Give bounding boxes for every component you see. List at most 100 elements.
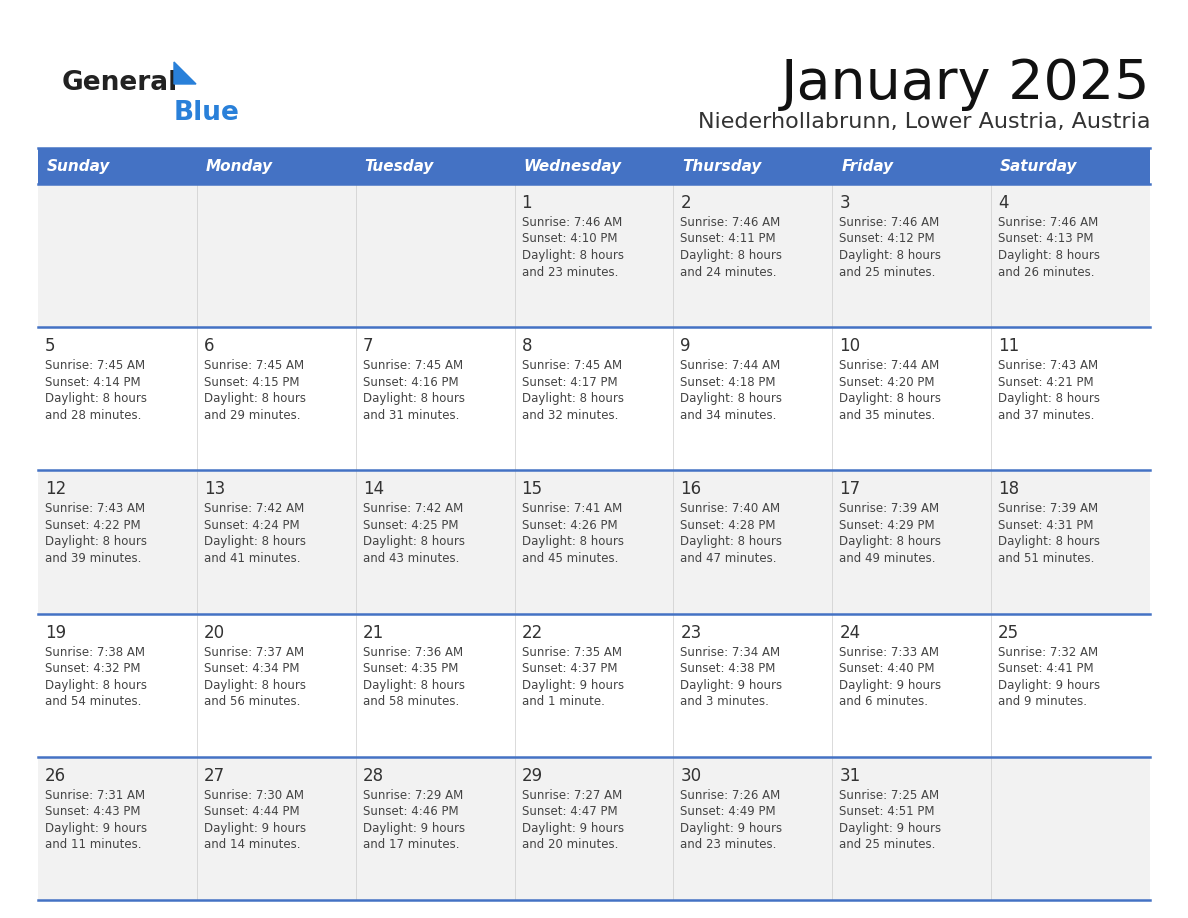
Text: Sunset: 4:16 PM: Sunset: 4:16 PM <box>362 375 459 388</box>
Text: Sunrise: 7:40 AM: Sunrise: 7:40 AM <box>681 502 781 515</box>
Text: Daylight: 8 hours: Daylight: 8 hours <box>681 249 783 262</box>
Text: Sunset: 4:10 PM: Sunset: 4:10 PM <box>522 232 617 245</box>
Bar <box>833 184 991 327</box>
Text: 29: 29 <box>522 767 543 785</box>
Text: Sunset: 4:32 PM: Sunset: 4:32 PM <box>45 662 140 675</box>
Text: Daylight: 9 hours: Daylight: 9 hours <box>204 822 307 834</box>
Text: Daylight: 8 hours: Daylight: 8 hours <box>204 392 305 405</box>
Text: Sunrise: 7:45 AM: Sunrise: 7:45 AM <box>362 359 463 372</box>
Text: Wednesday: Wednesday <box>524 159 621 174</box>
Bar <box>38 470 197 613</box>
Text: Sunset: 4:24 PM: Sunset: 4:24 PM <box>204 519 299 532</box>
Text: Daylight: 8 hours: Daylight: 8 hours <box>362 535 465 548</box>
Text: and 6 minutes.: and 6 minutes. <box>839 695 928 708</box>
Bar <box>674 613 833 756</box>
Text: and 11 minutes.: and 11 minutes. <box>45 838 141 851</box>
Text: Daylight: 8 hours: Daylight: 8 hours <box>998 249 1100 262</box>
Text: 20: 20 <box>204 623 225 642</box>
Text: Daylight: 8 hours: Daylight: 8 hours <box>681 392 783 405</box>
Text: 27: 27 <box>204 767 225 785</box>
Bar <box>833 148 991 184</box>
Text: Sunrise: 7:30 AM: Sunrise: 7:30 AM <box>204 789 304 801</box>
Text: Daylight: 8 hours: Daylight: 8 hours <box>45 392 147 405</box>
Text: Daylight: 8 hours: Daylight: 8 hours <box>522 535 624 548</box>
Text: 13: 13 <box>204 480 225 498</box>
Text: 24: 24 <box>839 623 860 642</box>
Text: Daylight: 8 hours: Daylight: 8 hours <box>839 392 941 405</box>
Bar <box>355 327 514 470</box>
Text: and 20 minutes.: and 20 minutes. <box>522 838 618 851</box>
Bar <box>833 327 991 470</box>
Text: Sunset: 4:26 PM: Sunset: 4:26 PM <box>522 519 618 532</box>
Bar <box>833 613 991 756</box>
Text: Sunset: 4:21 PM: Sunset: 4:21 PM <box>998 375 1094 388</box>
Text: Sunset: 4:13 PM: Sunset: 4:13 PM <box>998 232 1094 245</box>
Text: and 41 minutes.: and 41 minutes. <box>204 552 301 565</box>
Text: Sunset: 4:15 PM: Sunset: 4:15 PM <box>204 375 299 388</box>
Text: Sunset: 4:14 PM: Sunset: 4:14 PM <box>45 375 140 388</box>
Text: 7: 7 <box>362 337 373 355</box>
Text: Sunset: 4:41 PM: Sunset: 4:41 PM <box>998 662 1094 675</box>
Text: 25: 25 <box>998 623 1019 642</box>
Text: 22: 22 <box>522 623 543 642</box>
Text: Sunrise: 7:39 AM: Sunrise: 7:39 AM <box>998 502 1098 515</box>
Text: and 43 minutes.: and 43 minutes. <box>362 552 459 565</box>
Bar <box>197 327 355 470</box>
Text: Sunrise: 7:36 AM: Sunrise: 7:36 AM <box>362 645 463 658</box>
Text: 1: 1 <box>522 194 532 212</box>
Bar <box>355 470 514 613</box>
Text: Sunrise: 7:46 AM: Sunrise: 7:46 AM <box>522 216 621 229</box>
Text: and 23 minutes.: and 23 minutes. <box>522 265 618 278</box>
Text: and 26 minutes.: and 26 minutes. <box>998 265 1094 278</box>
Bar <box>991 470 1150 613</box>
Bar <box>197 756 355 900</box>
Bar <box>197 148 355 184</box>
Text: Daylight: 8 hours: Daylight: 8 hours <box>998 392 1100 405</box>
Text: Sunrise: 7:45 AM: Sunrise: 7:45 AM <box>204 359 304 372</box>
Text: 18: 18 <box>998 480 1019 498</box>
Text: Sunset: 4:49 PM: Sunset: 4:49 PM <box>681 805 776 818</box>
Text: and 35 minutes.: and 35 minutes. <box>839 409 935 421</box>
Text: Sunset: 4:12 PM: Sunset: 4:12 PM <box>839 232 935 245</box>
Text: Sunrise: 7:34 AM: Sunrise: 7:34 AM <box>681 645 781 658</box>
Text: Sunset: 4:35 PM: Sunset: 4:35 PM <box>362 662 459 675</box>
Bar <box>514 184 674 327</box>
Text: 21: 21 <box>362 623 384 642</box>
Text: 28: 28 <box>362 767 384 785</box>
Text: Daylight: 8 hours: Daylight: 8 hours <box>522 249 624 262</box>
Text: Sunrise: 7:37 AM: Sunrise: 7:37 AM <box>204 645 304 658</box>
Text: Sunset: 4:18 PM: Sunset: 4:18 PM <box>681 375 776 388</box>
Text: and 3 minutes.: and 3 minutes. <box>681 695 770 708</box>
Text: Sunrise: 7:25 AM: Sunrise: 7:25 AM <box>839 789 940 801</box>
Text: Daylight: 8 hours: Daylight: 8 hours <box>204 535 305 548</box>
Text: Sunrise: 7:44 AM: Sunrise: 7:44 AM <box>839 359 940 372</box>
Text: and 23 minutes.: and 23 minutes. <box>681 838 777 851</box>
Text: 17: 17 <box>839 480 860 498</box>
Text: 3: 3 <box>839 194 849 212</box>
Text: Sunset: 4:20 PM: Sunset: 4:20 PM <box>839 375 935 388</box>
Bar <box>38 327 197 470</box>
Text: General: General <box>62 70 178 96</box>
Text: Sunrise: 7:43 AM: Sunrise: 7:43 AM <box>998 359 1098 372</box>
Bar <box>38 148 197 184</box>
Text: Daylight: 8 hours: Daylight: 8 hours <box>839 535 941 548</box>
Text: 10: 10 <box>839 337 860 355</box>
Text: and 49 minutes.: and 49 minutes. <box>839 552 936 565</box>
Text: Daylight: 8 hours: Daylight: 8 hours <box>45 535 147 548</box>
Bar <box>197 470 355 613</box>
Bar <box>674 756 833 900</box>
Bar <box>355 184 514 327</box>
Text: Monday: Monday <box>206 159 273 174</box>
Bar <box>514 613 674 756</box>
Text: Daylight: 9 hours: Daylight: 9 hours <box>839 678 941 691</box>
Bar <box>514 327 674 470</box>
Text: Sunrise: 7:42 AM: Sunrise: 7:42 AM <box>204 502 304 515</box>
Text: Niederhollabrunn, Lower Austria, Austria: Niederhollabrunn, Lower Austria, Austria <box>697 112 1150 132</box>
Text: Sunrise: 7:35 AM: Sunrise: 7:35 AM <box>522 645 621 658</box>
Bar <box>355 756 514 900</box>
Text: and 17 minutes.: and 17 minutes. <box>362 838 460 851</box>
Text: Sunrise: 7:46 AM: Sunrise: 7:46 AM <box>998 216 1099 229</box>
Text: 8: 8 <box>522 337 532 355</box>
Text: 30: 30 <box>681 767 702 785</box>
Text: 15: 15 <box>522 480 543 498</box>
